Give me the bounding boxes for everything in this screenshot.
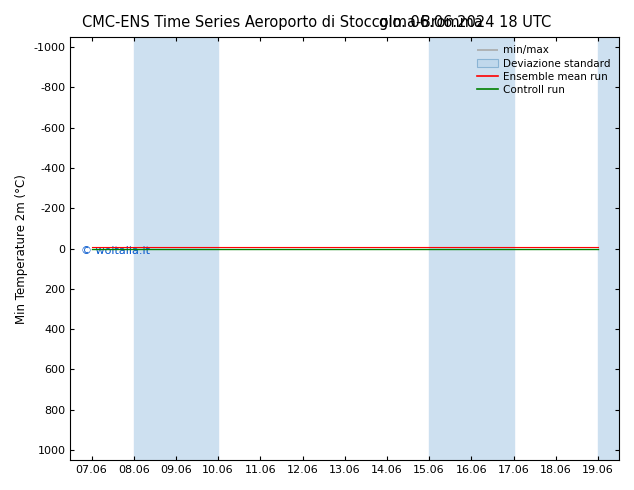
Bar <box>134 37 218 460</box>
Y-axis label: Min Temperature 2m (°C): Min Temperature 2m (°C) <box>15 173 28 323</box>
Bar <box>598 37 619 460</box>
Text: CMC-ENS Time Series Aeroporto di Stoccolma-Bromma: CMC-ENS Time Series Aeroporto di Stoccol… <box>82 15 483 30</box>
Bar <box>429 37 514 460</box>
Text: © woitalia.it: © woitalia.it <box>81 246 150 256</box>
Legend: min/max, Deviazione standard, Ensemble mean run, Controll run: min/max, Deviazione standard, Ensemble m… <box>474 42 614 98</box>
Text: gio. 06.06.2024 18 UTC: gio. 06.06.2024 18 UTC <box>379 15 552 30</box>
